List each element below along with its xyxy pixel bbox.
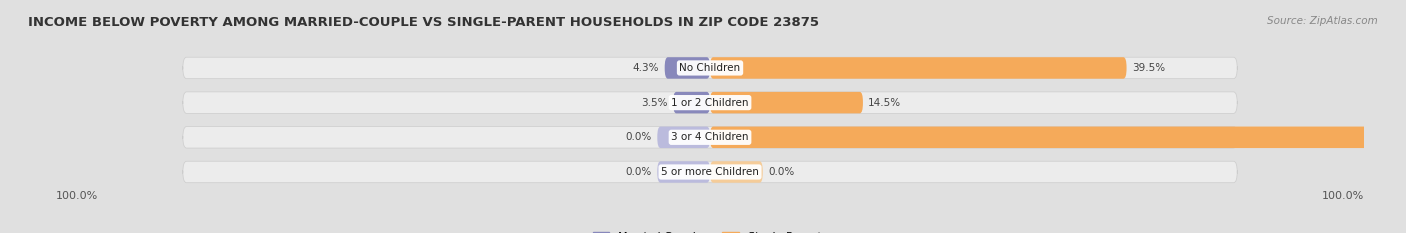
FancyBboxPatch shape <box>710 92 863 113</box>
Text: 3 or 4 Children: 3 or 4 Children <box>671 132 749 142</box>
FancyBboxPatch shape <box>183 92 1237 113</box>
Text: 5 or more Children: 5 or more Children <box>661 167 759 177</box>
Text: 4.3%: 4.3% <box>633 63 659 73</box>
FancyBboxPatch shape <box>710 161 762 183</box>
Text: 14.5%: 14.5% <box>868 98 901 108</box>
Text: 39.5%: 39.5% <box>1132 63 1166 73</box>
Text: 0.0%: 0.0% <box>626 167 652 177</box>
Text: 1 or 2 Children: 1 or 2 Children <box>671 98 749 108</box>
Text: No Children: No Children <box>679 63 741 73</box>
Text: 100.0%: 100.0% <box>1322 191 1364 201</box>
Text: INCOME BELOW POVERTY AMONG MARRIED-COUPLE VS SINGLE-PARENT HOUSEHOLDS IN ZIP COD: INCOME BELOW POVERTY AMONG MARRIED-COUPL… <box>28 16 820 29</box>
FancyBboxPatch shape <box>665 57 710 79</box>
FancyBboxPatch shape <box>657 161 710 183</box>
Text: 100.0%: 100.0% <box>56 191 98 201</box>
Text: 0.0%: 0.0% <box>768 167 794 177</box>
Text: Source: ZipAtlas.com: Source: ZipAtlas.com <box>1267 16 1378 26</box>
FancyBboxPatch shape <box>183 161 1237 183</box>
FancyBboxPatch shape <box>183 127 1237 148</box>
Text: 3.5%: 3.5% <box>641 98 668 108</box>
Text: 0.0%: 0.0% <box>626 132 652 142</box>
Legend: Married Couples, Single Parents: Married Couples, Single Parents <box>593 232 827 233</box>
FancyBboxPatch shape <box>710 127 1406 148</box>
FancyBboxPatch shape <box>673 92 710 113</box>
FancyBboxPatch shape <box>710 57 1126 79</box>
FancyBboxPatch shape <box>183 57 1237 79</box>
FancyBboxPatch shape <box>657 127 710 148</box>
